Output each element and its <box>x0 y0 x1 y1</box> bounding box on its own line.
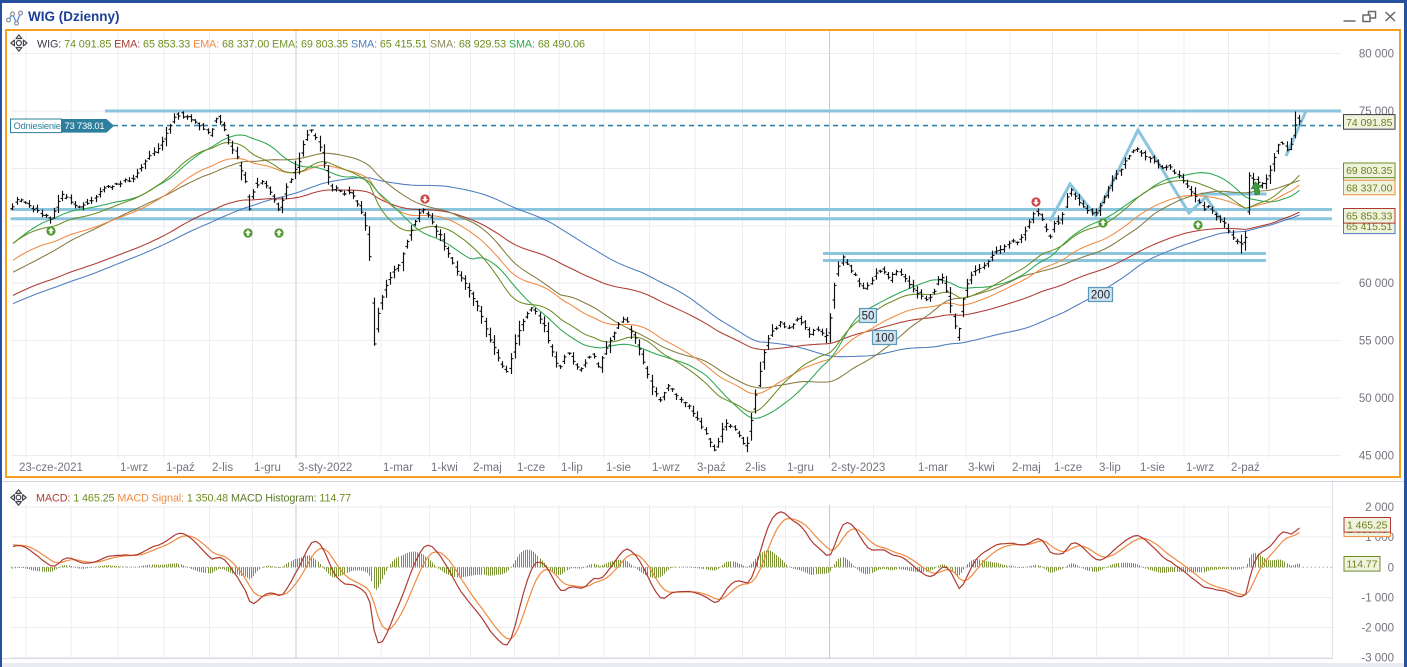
svg-text:Odniesienie: Odniesienie <box>14 120 61 131</box>
svg-text:2 000: 2 000 <box>1365 502 1394 514</box>
svg-text:MACD: 1 465.25 MACD Signal: 1: MACD: 1 465.25 MACD Signal: 1 350.48 MAC… <box>36 493 351 505</box>
svg-text:100: 100 <box>875 333 894 345</box>
svg-text:65 415.51: 65 415.51 <box>1346 222 1392 233</box>
svg-text:1-lip: 1-lip <box>561 462 583 474</box>
svg-text:1-wrz: 1-wrz <box>1186 462 1214 474</box>
svg-text:1-cze: 1-cze <box>1054 462 1082 474</box>
svg-text:50: 50 <box>862 311 875 323</box>
svg-text:50 000: 50 000 <box>1359 393 1394 405</box>
svg-text:55 000: 55 000 <box>1359 336 1394 348</box>
svg-text:2-lis: 2-lis <box>745 462 766 474</box>
svg-text:1-sie: 1-sie <box>1140 462 1165 474</box>
svg-text:65 853.33: 65 853.33 <box>1346 212 1392 223</box>
svg-text:3-paź: 3-paź <box>697 462 726 474</box>
svg-text:1-wrz: 1-wrz <box>652 462 680 474</box>
svg-text:3-sty-2022: 3-sty-2022 <box>298 462 352 474</box>
svg-text:74 091.85: 74 091.85 <box>1346 118 1392 129</box>
svg-text:-1 000: -1 000 <box>1361 592 1394 604</box>
svg-text:1-gru: 1-gru <box>787 462 814 474</box>
svg-text:45 000: 45 000 <box>1359 450 1394 462</box>
svg-text:1-mar: 1-mar <box>383 462 413 474</box>
svg-text:-2 000: -2 000 <box>1361 623 1394 635</box>
svg-text:60 000: 60 000 <box>1359 278 1394 290</box>
svg-text:23-cze-2021: 23-cze-2021 <box>19 462 83 474</box>
svg-text:1-mar: 1-mar <box>918 462 948 474</box>
svg-text:1-sie: 1-sie <box>606 462 631 474</box>
svg-text:80 000: 80 000 <box>1359 49 1394 61</box>
svg-text:68 337.00: 68 337.00 <box>1346 183 1392 194</box>
svg-text:2-lis: 2-lis <box>212 462 233 474</box>
svg-text:1-wrz: 1-wrz <box>120 462 148 474</box>
svg-text:-3 000: -3 000 <box>1361 653 1394 665</box>
svg-text:1-paź: 1-paź <box>166 462 195 474</box>
svg-text:114.77: 114.77 <box>1346 560 1377 571</box>
svg-text:73 738.01: 73 738.01 <box>65 120 105 131</box>
svg-text:69 803.35: 69 803.35 <box>1346 166 1392 177</box>
svg-text:2-sty-2023: 2-sty-2023 <box>831 462 885 474</box>
svg-text:3-kwi: 3-kwi <box>968 462 995 474</box>
svg-text:2-maj: 2-maj <box>473 462 502 474</box>
svg-text:WIG (Dzienny): WIG (Dzienny) <box>28 9 120 24</box>
svg-text:WIG: 74 091.85 EMA: 65 853.33: WIG: 74 091.85 EMA: 65 853.33 EMA: 68 33… <box>37 39 585 51</box>
svg-text:2-maj: 2-maj <box>1012 462 1041 474</box>
svg-text:1-cze: 1-cze <box>517 462 545 474</box>
svg-text:2-paź: 2-paź <box>1231 462 1260 474</box>
svg-text:1 465.25: 1 465.25 <box>1347 521 1388 532</box>
svg-text:1-gru: 1-gru <box>254 462 281 474</box>
svg-text:200: 200 <box>1091 290 1110 302</box>
svg-text:1-kwi: 1-kwi <box>431 462 458 474</box>
svg-text:0: 0 <box>1388 562 1394 574</box>
svg-text:3-lip: 3-lip <box>1099 462 1121 474</box>
